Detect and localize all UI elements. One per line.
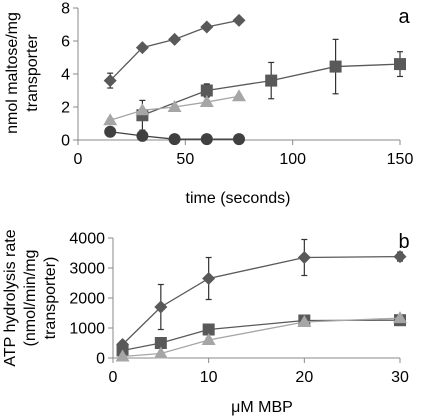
panel-a-y-tick-label: 6 (61, 34, 70, 51)
panel-b-x-tick-label: 30 (391, 369, 409, 386)
panel-a-data-point-circle (168, 133, 181, 146)
panel-a-data-point-triangle (167, 100, 182, 112)
panel-b-y-tick-label: 3000 (69, 261, 105, 278)
panel-b-data-point-diamond (297, 251, 311, 264)
panel-a-y-axis-label-line1: nmol maltose/mg (4, 12, 21, 134)
panel-a-data-point-triangle (103, 113, 118, 126)
panel-a-series-circle (104, 125, 245, 146)
panel-a-data-point-circle (233, 133, 245, 146)
panel-b-series-line (122, 255, 401, 345)
panel-a-x-tick-label: 100 (279, 151, 306, 168)
panel-a-data-point-diamond (168, 32, 182, 46)
panel-a-data-point-square (265, 74, 278, 87)
panel-a-x-tick-label: 150 (387, 151, 414, 168)
panel-b-data-point-triangle (393, 311, 407, 324)
panel-b-data-point-square (154, 337, 167, 349)
panel-b-y-axis-label-line2: (nmol/min/mg (22, 250, 39, 347)
panel-b-x-axis-label: μM MBP (231, 399, 293, 416)
panel-b-x-tick-label: 20 (295, 369, 313, 386)
panel-b-series-triangle (115, 311, 407, 362)
panel-a-letter: a (398, 6, 410, 28)
panel-a-data-point-circle (136, 129, 149, 142)
panel-a-series-diamond (103, 13, 246, 89)
panel-b-letter: b (398, 231, 409, 253)
panel-a-data-point-square (394, 58, 406, 71)
panel-a-y-tick-label: 0 (61, 133, 70, 150)
panel-a-data-point-diamond (200, 20, 214, 34)
panel-a-data-point-square (329, 60, 342, 73)
panel-b-data-point-diamond (154, 300, 168, 314)
panel-b-data-point-triangle (115, 349, 130, 362)
panel-a-data-point-diamond (103, 74, 117, 88)
panel-a-data-point-triangle (199, 95, 214, 108)
panel-a-x-tick-label: 0 (74, 151, 83, 168)
panel-b-data-point-diamond (393, 250, 407, 264)
panel-a-data-point-circle (200, 133, 213, 146)
panel-b-x-tick-label: 10 (200, 369, 218, 386)
panel-b-data-point-triangle (153, 346, 168, 359)
panel-b: b μM MBP ATP hydrolysis rate (nmol/min/m… (2, 229, 410, 416)
panel-a-y-tick-label: 8 (61, 1, 70, 18)
panel-b-data-point-triangle (201, 333, 216, 345)
panel-a-data-point-triangle (135, 103, 150, 116)
panel-b-y-axis-label-line3: transporter) (42, 257, 59, 340)
panel-a-series-square (136, 38, 406, 131)
panel-b-y-tick-label: 2000 (69, 291, 105, 308)
panel-a-data-point-diamond (135, 41, 149, 55)
panel-a: a time (seconds) nmol maltose/mg transpo… (4, 1, 413, 208)
panel-a-series-triangle (103, 89, 246, 126)
panel-b-y-tick-label: 1000 (69, 321, 105, 338)
panel-a-series-line (109, 19, 240, 82)
panel-a-data-point-diamond (232, 13, 246, 27)
panel-b-data-point-diamond (202, 272, 216, 285)
panel-a-y-tick-label: 4 (61, 67, 70, 84)
panel-a-data-point-triangle (232, 89, 246, 102)
panel-a-x-tick-label: 50 (176, 151, 194, 168)
panel-b-data-point-triangle (297, 315, 312, 327)
panel-b-x-tick-label: 0 (109, 369, 118, 386)
panel-a-y-axis-label-line2: transporter (24, 34, 41, 112)
panel-b-y-axis-label-line1: ATP hydrolysis rate (2, 229, 19, 366)
panel-b-y-tick-label: 0 (96, 351, 105, 368)
panel-b-y-tick-label: 4000 (69, 231, 105, 248)
panel-b-series-diamond (116, 238, 407, 351)
panel-a-x-axis-label: time (seconds) (186, 190, 291, 207)
panel-b-data-point-square (202, 323, 215, 336)
panel-a-data-point-circle (104, 125, 117, 138)
panel-a-y-tick-label: 2 (61, 100, 70, 117)
panel-a-data-point-square (200, 84, 213, 97)
